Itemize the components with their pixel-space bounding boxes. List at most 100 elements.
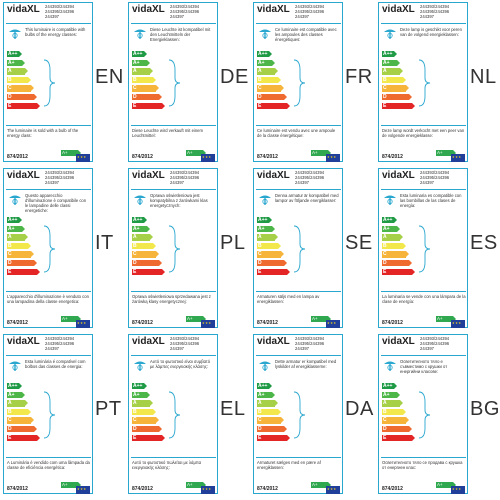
regulation-number: 874/2012: [7, 486, 28, 492]
eu-flag-icon: [201, 154, 215, 162]
divider: [6, 355, 91, 356]
lamp-icon: [9, 361, 21, 371]
brace-icon: [168, 391, 181, 439]
energy-label: vidaXL 244393/244394 244395/244396 24439…: [3, 168, 93, 328]
sold-with-text: L'apparecchio d'illuminazione è venduto …: [7, 294, 89, 304]
brace-icon: [293, 59, 306, 107]
energy-bar-c: C: [7, 85, 35, 92]
energy-label: vidaXL 244393/244394 244395/244396 24439…: [253, 2, 343, 162]
energy-bar-e: E: [382, 102, 416, 109]
energy-bar-d: D: [132, 94, 163, 101]
models-line-2: 244395/244396: [420, 9, 450, 14]
energy-scale: A++ A+ A B C D E: [257, 51, 291, 113]
sold-with-text: Deze lamp wordt verkocht met een peer va…: [382, 128, 465, 138]
sold-with-text: Armaturen säljs med en lampa av energikl…: [257, 294, 320, 304]
brand-name: vidaXL: [132, 170, 165, 181]
energy-bar-b: B: [382, 408, 407, 416]
models-line-1: 244393/244394: [295, 4, 325, 9]
language-code: BG: [470, 398, 500, 420]
compatible-text: Oprawa oświetleniowa jest kompatybilna z…: [150, 193, 208, 208]
energy-bar-a: A: [132, 400, 154, 407]
lamp-icon: [134, 29, 146, 39]
language-code: PT: [95, 398, 122, 420]
model-numbers: 244393/244394 244395/244396 244397: [420, 336, 468, 351]
brace-icon: [418, 59, 431, 107]
energy-label: vidaXL 244393/244394 244395/244396 24439…: [128, 334, 218, 494]
energy-bar-b: B: [7, 76, 32, 84]
energy-scale: A++ A+ A B C D E: [382, 217, 416, 279]
models-line-3: 244397: [45, 180, 59, 185]
eu-flag-icon: [451, 320, 465, 328]
divider: [381, 23, 466, 24]
energy-bar-aplus: A+: [132, 59, 151, 66]
compatible-text: Questo apparecchio d'illuminazione è com…: [25, 193, 87, 213]
label-cell-it: vidaXL 244393/244394 244395/244396 24439…: [0, 166, 125, 333]
energy-bar-c: C: [257, 85, 285, 92]
energy-label: vidaXL 244393/244394 244395/244396 24439…: [253, 334, 343, 494]
brace-icon: [418, 225, 431, 273]
divider: [381, 189, 466, 190]
brand-name: vidaXL: [382, 336, 415, 347]
model-numbers: 244393/244394 244395/244396 244397: [170, 336, 218, 351]
label-cell-en: vidaXL 244393/244394 244395/244396 24439…: [0, 0, 125, 167]
label-cell-pt: vidaXL 244393/244394 244395/244396 24439…: [0, 332, 125, 499]
label-cell-da: vidaXL 244393/244394 244395/244396 24439…: [250, 332, 375, 499]
brand-name: vidaXL: [257, 4, 290, 15]
models-line-3: 244397: [45, 346, 59, 351]
models-line-1: 244393/244394: [420, 4, 450, 9]
energy-bar-e: E: [257, 102, 291, 109]
divider: [256, 291, 341, 292]
regulation-number: 874/2012: [382, 154, 403, 160]
lamp-icon: [384, 195, 396, 205]
energy-bar-c: C: [7, 251, 35, 258]
regulation-number: 874/2012: [132, 486, 153, 492]
brand-name: vidaXL: [7, 336, 40, 347]
model-numbers: 244393/244394 244395/244396 244397: [420, 170, 468, 185]
energy-bar-aplus: A+: [7, 59, 26, 66]
energy-bar-aplus: A+: [382, 391, 401, 398]
lamp-icon: [259, 195, 271, 205]
brace-icon: [418, 391, 431, 439]
energy-bar-aplusplus: A++: [132, 217, 148, 224]
compatible-text: Deze lamp is geschikt voor peren van de …: [400, 27, 462, 37]
divider: [381, 291, 466, 292]
energy-bar-d: D: [257, 260, 288, 267]
model-numbers: 244393/244394 244395/244396 244397: [45, 4, 93, 19]
energy-bar-d: D: [7, 260, 38, 267]
sold-with-text: Armaturet sælges med en pære af energikl…: [257, 460, 321, 470]
models-line-1: 244393/244394: [45, 336, 75, 341]
energy-scale: A++ A+ A B C D E: [382, 383, 416, 445]
energy-bar-d: D: [382, 426, 413, 433]
energy-bar-b: B: [257, 76, 282, 84]
lamp-icon: [134, 195, 146, 205]
energy-bar-a: A: [382, 234, 404, 241]
regulation-number: 874/2012: [7, 320, 28, 326]
brand-name: vidaXL: [7, 170, 40, 181]
energy-bar-aplusplus: A++: [257, 383, 273, 390]
included-bulb-class: A+: [186, 150, 206, 156]
divider: [131, 189, 216, 190]
energy-bar-e: E: [257, 268, 291, 275]
energy-bar-c: C: [382, 417, 410, 424]
models-line-3: 244397: [170, 180, 184, 185]
compatible-text: Esta luminária é compatível com bolbos d…: [25, 359, 86, 369]
energy-scale: A++ A+ A B C D E: [132, 217, 166, 279]
energy-bar-d: D: [382, 94, 413, 101]
energy-bar-a: A: [382, 68, 404, 75]
energy-bar-a: A: [257, 400, 279, 407]
brace-icon: [293, 225, 306, 273]
included-bulb-class: A+: [186, 316, 206, 322]
divider: [6, 457, 91, 458]
eu-flag-icon: [326, 320, 340, 328]
models-line-2: 244395/244396: [170, 341, 200, 346]
label-cell-se: vidaXL 244393/244394 244395/244396 24439…: [250, 166, 375, 333]
energy-scale: A++ A+ A B C D E: [132, 51, 166, 113]
regulation-number: 874/2012: [257, 320, 278, 326]
energy-bar-c: C: [382, 251, 410, 258]
energy-bar-aplus: A+: [382, 59, 401, 66]
model-numbers: 244393/244394 244395/244396 244397: [170, 170, 218, 185]
language-code: DA: [345, 398, 374, 420]
divider: [381, 457, 466, 458]
energy-bar-a: A: [132, 68, 154, 75]
